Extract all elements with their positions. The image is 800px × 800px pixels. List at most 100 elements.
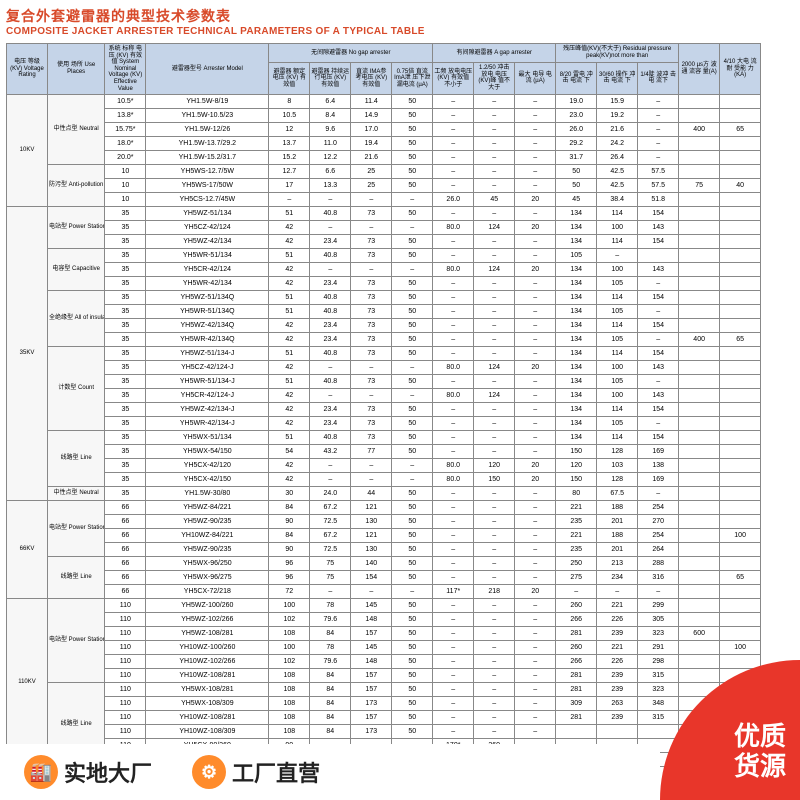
data-cell: 400	[679, 123, 720, 137]
data-cell: 12	[269, 123, 310, 137]
data-cell: 50	[392, 207, 433, 221]
h-model: 避雷器型号 Arrester Model	[146, 44, 269, 95]
data-cell	[679, 361, 720, 375]
data-cell: 51	[269, 249, 310, 263]
data-cell: 134	[556, 375, 597, 389]
data-cell: 110	[105, 683, 146, 697]
data-cell: 35	[105, 445, 146, 459]
data-cell: 114	[597, 403, 638, 417]
data-cell: 35	[105, 487, 146, 501]
data-cell: 23.4	[310, 319, 351, 333]
data-cell: –	[392, 473, 433, 487]
data-cell: 51	[269, 305, 310, 319]
data-cell: 65	[720, 123, 761, 137]
data-cell: –	[638, 137, 679, 151]
data-cell: 80	[556, 487, 597, 501]
data-cell: 35	[105, 375, 146, 389]
data-cell: YH5WX-96/275	[146, 571, 269, 585]
data-cell: 218	[474, 585, 515, 599]
data-cell: YH10WZ-108/309	[146, 725, 269, 739]
h-voltage: 电压 等级 (KV) Voltage Rating	[7, 44, 48, 95]
place-cell: 计数型 Count	[47, 347, 104, 431]
h-g1c: 直流 IMA参 考电压 (KV) 有效值	[351, 62, 392, 94]
place-cell: 电站型 Power Station	[47, 501, 104, 557]
data-cell: 25	[351, 165, 392, 179]
data-cell: 188	[597, 529, 638, 543]
data-cell: 221	[556, 529, 597, 543]
data-cell	[679, 305, 720, 319]
table-row: 13.8*YH1.5W-10.5/2310.58.414.950–––23.01…	[7, 109, 794, 123]
data-cell: 20.0*	[105, 151, 146, 165]
data-cell: 157	[351, 711, 392, 725]
data-cell: 50	[392, 613, 433, 627]
data-cell: 143	[638, 263, 679, 277]
data-cell	[720, 403, 761, 417]
data-cell: –	[515, 431, 556, 445]
data-cell: –	[515, 319, 556, 333]
data-cell: 50	[392, 711, 433, 725]
data-cell: 43.2	[310, 445, 351, 459]
data-cell: 35	[105, 403, 146, 417]
h-g3c: 1/4陡 波冲 击电 流下	[638, 62, 679, 94]
data-cell: –	[515, 417, 556, 431]
data-cell: 299	[638, 599, 679, 613]
data-cell	[720, 95, 761, 109]
data-cell: 79.6	[310, 655, 351, 669]
data-cell: –	[515, 683, 556, 697]
data-cell: 50	[392, 375, 433, 389]
data-cell: 114	[597, 291, 638, 305]
data-cell: –	[433, 599, 474, 613]
data-cell	[720, 627, 761, 641]
voltage-cell: 35KV	[7, 207, 48, 501]
data-cell: –	[433, 431, 474, 445]
voltage-cell: 110KV	[7, 599, 48, 767]
data-cell: 73	[351, 235, 392, 249]
data-cell: 6.4	[310, 95, 351, 109]
data-cell: –	[433, 627, 474, 641]
data-cell	[679, 165, 720, 179]
data-cell: –	[638, 417, 679, 431]
data-cell: 239	[597, 669, 638, 683]
data-cell: 77	[351, 445, 392, 459]
data-cell	[679, 403, 720, 417]
data-cell	[679, 529, 720, 543]
data-cell	[720, 543, 761, 557]
data-cell: –	[310, 389, 351, 403]
data-cell	[720, 151, 761, 165]
table-row: 线路型 Line66YH5WX-96/250967514050–––250213…	[7, 557, 794, 571]
data-cell: 157	[351, 669, 392, 683]
data-cell: –	[474, 669, 515, 683]
data-cell: –	[351, 585, 392, 599]
data-cell: YH5WX-108/281	[146, 683, 269, 697]
data-cell: 67.2	[310, 529, 351, 543]
data-cell: 114	[597, 431, 638, 445]
h-2000us: 2000 µs方 波通 流容 量(A)	[679, 44, 720, 95]
data-cell: 239	[597, 627, 638, 641]
data-cell: 51	[269, 375, 310, 389]
data-cell: –	[392, 221, 433, 235]
data-cell: 72	[269, 585, 310, 599]
data-cell: YH1.5W-13.7/29.2	[146, 137, 269, 151]
data-cell: 73	[351, 403, 392, 417]
data-cell: 130	[351, 515, 392, 529]
data-cell: –	[433, 151, 474, 165]
title-cn: 复合外套避雷器的典型技术参数表	[6, 6, 794, 26]
data-cell: –	[392, 389, 433, 403]
data-cell: 73	[351, 249, 392, 263]
data-cell: 309	[556, 697, 597, 711]
data-cell: 50	[392, 333, 433, 347]
data-cell: 20	[515, 459, 556, 473]
data-cell: 50	[392, 543, 433, 557]
data-cell: 134	[556, 207, 597, 221]
data-cell: –	[474, 235, 515, 249]
data-cell: 235	[556, 515, 597, 529]
h-g2b: 1.2/50 冲击 放电 电压 (KV)峰 值不 大于	[474, 62, 515, 94]
data-cell: 15.9	[597, 95, 638, 109]
data-cell: –	[474, 109, 515, 123]
data-cell: 51	[269, 347, 310, 361]
data-cell: 221	[597, 641, 638, 655]
data-cell: 66	[105, 557, 146, 571]
table-row: 电容型 Capacitive35YH5WR-51/1345140.87350––…	[7, 249, 794, 263]
data-cell	[720, 137, 761, 151]
table-row: 110YH5WZ-108/2811088415750–––28123932360…	[7, 627, 794, 641]
